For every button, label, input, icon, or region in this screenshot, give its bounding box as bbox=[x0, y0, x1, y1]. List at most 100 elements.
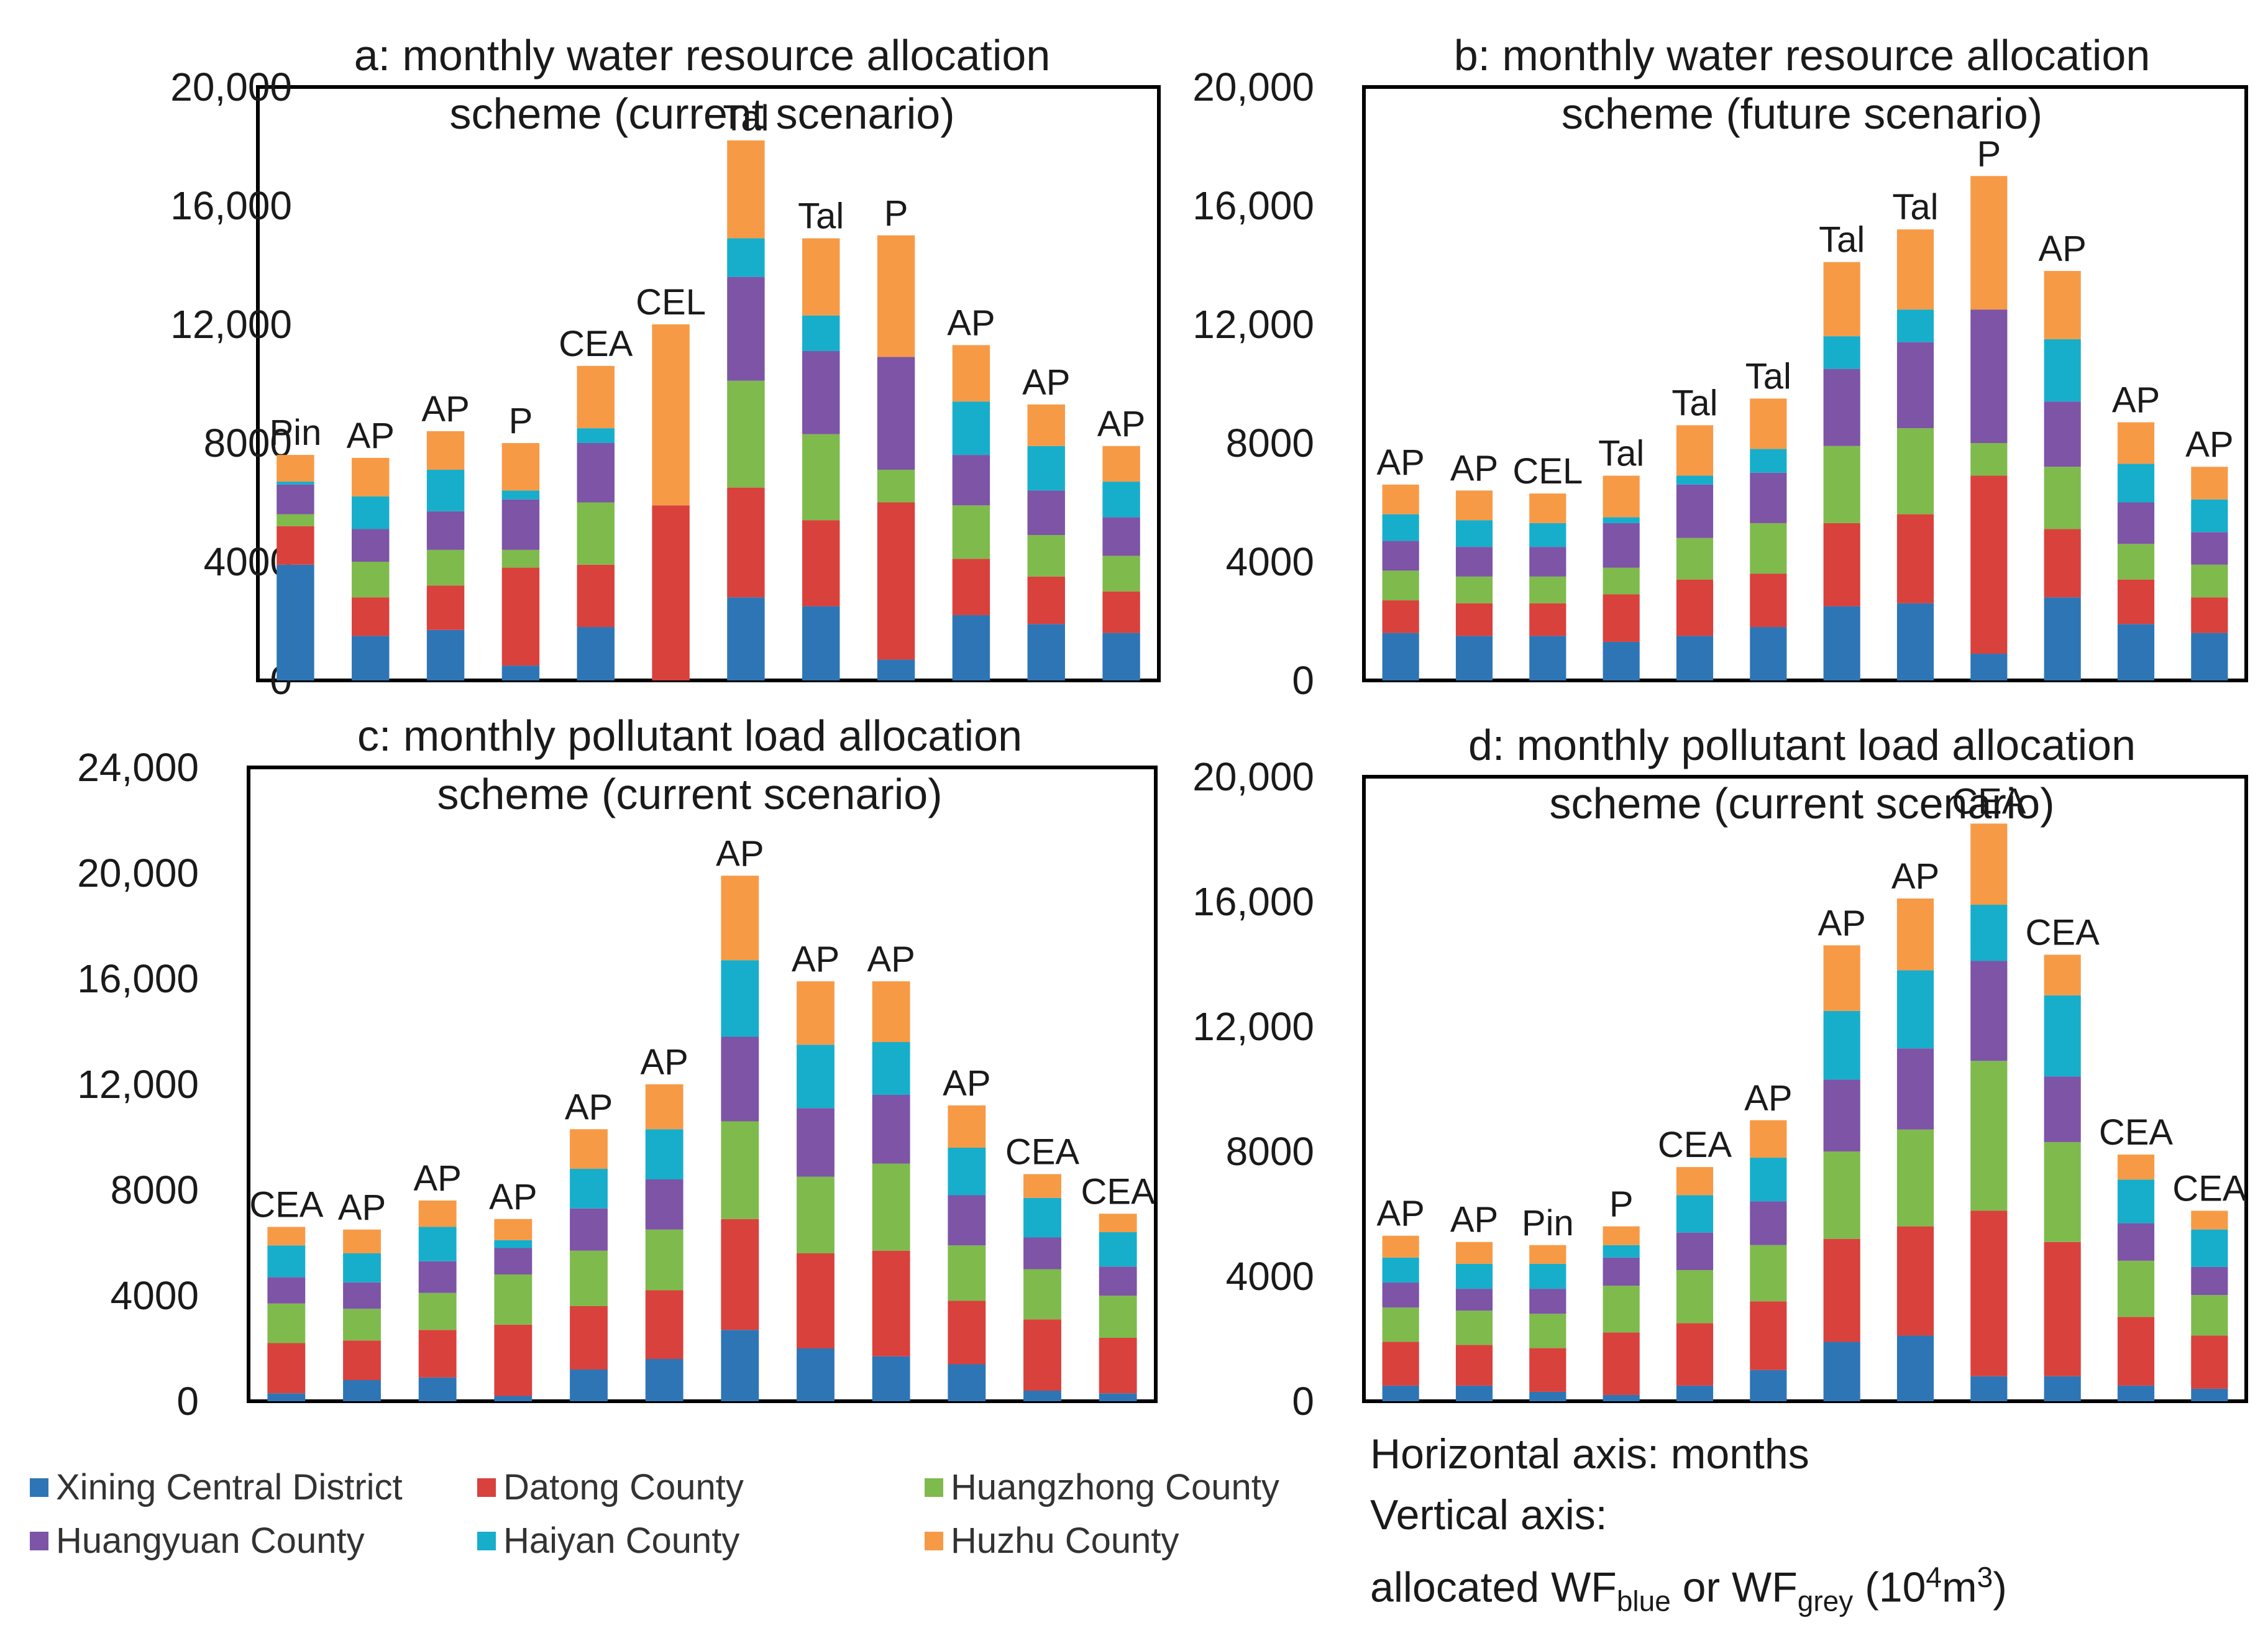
bar-segment bbox=[1455, 1385, 1493, 1401]
bar-segment bbox=[2117, 1155, 2155, 1180]
bar-top-label: AP bbox=[640, 1042, 688, 1082]
bar-top-label: Tal bbox=[1745, 356, 1791, 396]
bar-top-label: AP bbox=[1450, 1200, 1498, 1240]
note-line-2: Vertical axis: bbox=[1370, 1491, 1607, 1539]
bar-segment bbox=[2117, 1179, 2155, 1224]
bar-segment bbox=[802, 315, 840, 351]
bar-top-label: AP bbox=[347, 416, 395, 456]
y-tick-label: 12,000 bbox=[1192, 302, 1314, 347]
bar-segment bbox=[948, 1195, 986, 1246]
bar-segment bbox=[501, 549, 540, 568]
bar-segment bbox=[1529, 1391, 1566, 1401]
bar-segment bbox=[2191, 597, 2228, 633]
bar-segment bbox=[277, 564, 314, 680]
bar-segment bbox=[1750, 1158, 1787, 1202]
bar-segment bbox=[1823, 945, 1860, 1011]
bar-segment bbox=[426, 585, 465, 630]
note-unit-close: ) bbox=[1993, 1563, 2007, 1611]
y-tick-label: 12,000 bbox=[77, 1062, 199, 1107]
bar-segment bbox=[952, 345, 990, 402]
y-tick-label: 24,000 bbox=[77, 745, 199, 790]
bar-top-label: Tal bbox=[798, 196, 844, 237]
legend-swatch bbox=[30, 1478, 48, 1497]
bar-segment bbox=[2191, 467, 2228, 500]
bar-segment bbox=[1750, 1370, 1787, 1401]
bar-segment bbox=[1102, 446, 1140, 482]
y-tick-label: 8000 bbox=[1226, 1129, 1314, 1174]
bar-segment bbox=[727, 277, 765, 381]
bar-segment bbox=[1970, 905, 2008, 961]
bar-segment bbox=[948, 1364, 986, 1401]
bar-top-label: Tal bbox=[1892, 187, 1938, 227]
bar-segment bbox=[1102, 482, 1140, 518]
plot-frame bbox=[1362, 775, 2248, 1403]
bar-segment bbox=[1676, 579, 1714, 636]
bar-segment bbox=[494, 1396, 533, 1401]
bar-segment bbox=[418, 1261, 457, 1293]
bar-segment bbox=[1023, 1391, 1061, 1401]
legend-item-haiyan: Haiyan County bbox=[477, 1520, 739, 1562]
bar-segment bbox=[948, 1301, 986, 1365]
bar-segment bbox=[2191, 499, 2228, 533]
bar-segment bbox=[948, 1105, 986, 1148]
bar-segment bbox=[952, 615, 990, 680]
bar-segment bbox=[267, 1393, 306, 1401]
bar-segment bbox=[1603, 1394, 1640, 1401]
bar-segment bbox=[1455, 547, 1493, 577]
legend-label: Xining Central District bbox=[56, 1467, 403, 1507]
bar-segment bbox=[570, 1169, 608, 1209]
bar-segment bbox=[1970, 443, 2008, 476]
bar-top-label: AP bbox=[489, 1177, 537, 1217]
y-tick-label: 8000 bbox=[111, 1168, 199, 1212]
bar-segment bbox=[1529, 1289, 1566, 1314]
bar-segment bbox=[1529, 1348, 1566, 1392]
bar-segment bbox=[1676, 1232, 1714, 1270]
bar-top-label: CEA bbox=[2172, 1168, 2247, 1209]
bar-segment bbox=[1676, 636, 1714, 680]
bar-segment bbox=[1970, 176, 2008, 310]
bar-segment bbox=[797, 1108, 834, 1177]
bar-segment bbox=[570, 1129, 608, 1169]
bar-top-label: AP bbox=[716, 833, 764, 874]
bar-segment bbox=[426, 431, 465, 470]
bar-segment bbox=[2044, 401, 2081, 467]
bar-top-label: AP bbox=[1376, 442, 1424, 483]
bar-top-label: AP bbox=[1450, 448, 1498, 488]
bar-segment bbox=[277, 455, 314, 482]
y-tick-label: 16,000 bbox=[77, 956, 199, 1001]
bar-segment bbox=[1382, 1257, 1419, 1283]
bar-segment bbox=[577, 627, 615, 680]
bar-segment bbox=[1750, 1301, 1787, 1370]
bar-segment bbox=[1676, 1323, 1714, 1386]
bar-segment bbox=[1896, 514, 1934, 603]
bar-segment bbox=[797, 1176, 834, 1253]
bar-segment bbox=[1823, 1151, 1860, 1239]
bar-segment bbox=[727, 487, 765, 598]
bar-segment bbox=[267, 1277, 306, 1304]
bar-segment bbox=[1970, 1210, 2008, 1376]
bar-segment bbox=[1603, 475, 1640, 518]
bar-segment bbox=[1382, 484, 1419, 515]
chart-b: 0 4000 8000 12,000 16,000 20,000 AP AP CEL Tal Tal… bbox=[1192, 31, 2248, 703]
bar-segment bbox=[1896, 1226, 1934, 1336]
bar-segment bbox=[797, 1253, 834, 1348]
bar-segment bbox=[1676, 537, 1714, 580]
bar-segment bbox=[1382, 1385, 1419, 1401]
bar-segment bbox=[1823, 606, 1860, 680]
bar-segment bbox=[494, 1219, 533, 1240]
bar-segment bbox=[1823, 1010, 1860, 1080]
bar-top-label: P bbox=[884, 193, 908, 234]
bar-top-label: P bbox=[1977, 134, 2001, 174]
bar-segment bbox=[727, 380, 765, 488]
axis-note-vertical: Vertical axis: bbox=[1370, 1484, 1607, 1546]
bar-segment bbox=[352, 457, 390, 496]
bar-top-label: AP bbox=[2185, 424, 2233, 465]
bar-segment bbox=[1455, 576, 1493, 603]
bar-segment bbox=[652, 324, 690, 506]
bar-segment bbox=[352, 496, 390, 529]
bar-top-label: CEA bbox=[2099, 1112, 2174, 1153]
bar-segment bbox=[570, 1306, 608, 1370]
bar-segment bbox=[1023, 1197, 1061, 1238]
y-tick-label: 0 bbox=[1292, 1379, 1314, 1424]
